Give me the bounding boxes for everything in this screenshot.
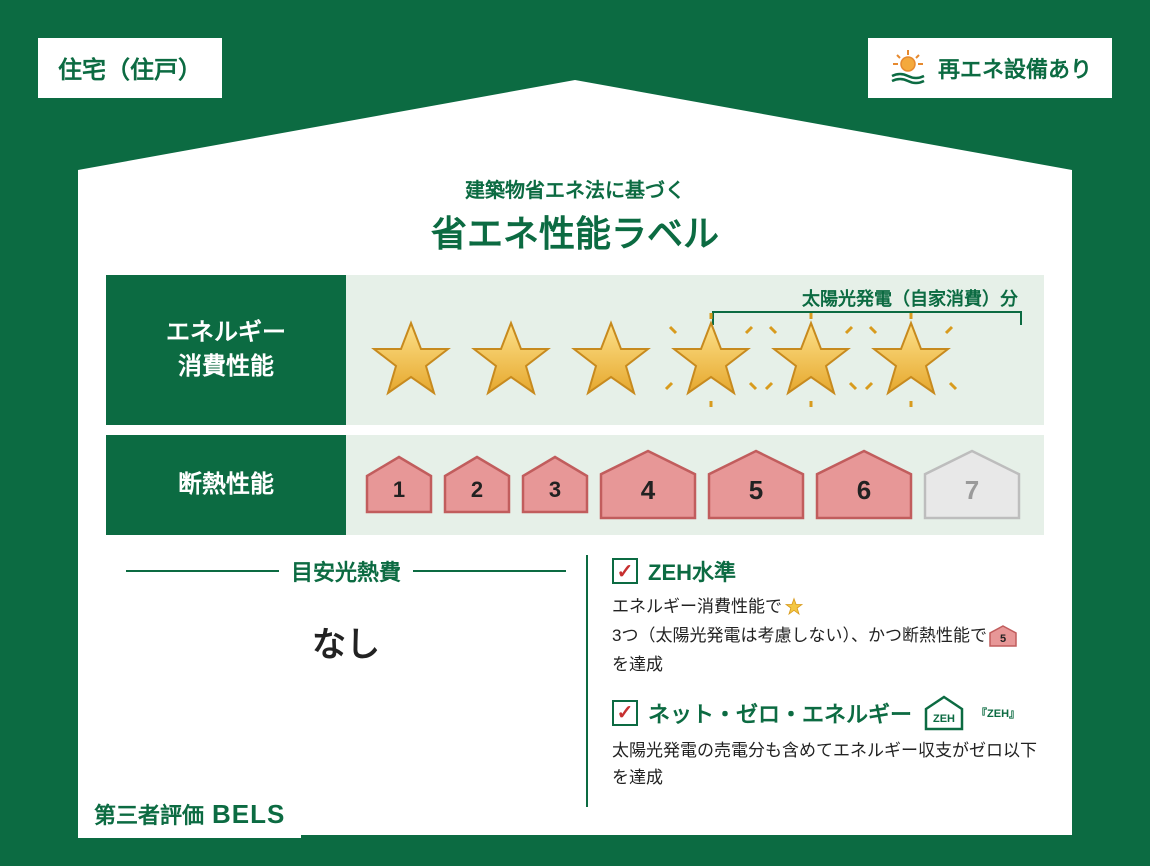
zeh-check-item: ✓ ZEH水準 エネルギー消費性能で 3つ（太陽光発電は考慮しない）、かつ断熱性… [612,555,1044,679]
insulation-level-badge: 5 [706,449,806,521]
netzero-title: ネット・ゼロ・エネルギー [648,697,912,729]
zeh-description: エネルギー消費性能で 3つ（太陽光発電は考慮しない）、かつ断熱性能で 5 を達成 [612,593,1044,679]
energy-stars-area: 太陽光発電（自家消費）分 [346,275,1044,425]
zeh-checkbox: ✓ [612,558,638,584]
inline-star-icon [784,597,804,617]
inline-house-badge-icon: 5 [989,625,1017,647]
housing-type-badge: 住宅（住戸） [38,38,222,98]
insulation-level-badge: 1 [364,455,434,515]
zeh-title: ZEH水準 [648,555,736,587]
renewable-badge-text: 再エネ設備あり [938,52,1092,84]
star-sparkle-icon [764,313,858,407]
insulation-level-badge: 7 [922,449,1022,521]
star-sparkle-icon [864,313,958,407]
svg-text:ZEH: ZEH [933,713,955,725]
zeh-house-icon: ZEH [922,695,966,731]
insulation-badges-area: 1234567 [346,435,1044,535]
checks-column: ✓ ZEH水準 エネルギー消費性能で 3つ（太陽光発電は考慮しない）、かつ断熱性… [586,555,1044,807]
svg-text:5: 5 [1000,633,1006,645]
star-icon [564,313,658,407]
cost-value: なし [126,617,566,666]
subtitle: 建築物省エネ法に基づく [106,174,1044,203]
evaluation-date: 評価日 2024 年◯月◯日 [835,798,1072,830]
netzero-description: 太陽光発電の売電分も含めてエネルギー収支がゼロ以下を達成 [612,737,1044,791]
zeh-sub-label: 『ZEH』 [976,705,1020,721]
netzero-check-item: ✓ ネット・ゼロ・エネルギー ZEH 『ZEH』 太陽光発電の売電分も含めてエネ… [612,695,1044,791]
insulation-row: 断熱性能 1234567 [106,435,1044,535]
insulation-row-label: 断熱性能 [106,435,346,535]
star-icon [464,313,558,407]
insulation-level-badge: 2 [442,455,512,515]
insulation-level-badge: 4 [598,449,698,521]
insulation-level-badge: 6 [814,449,914,521]
energy-performance-row: エネルギー消費性能 太陽光発電（自家消費）分 [106,275,1044,425]
cost-title: 目安光熱費 [291,555,401,587]
energy-row-label: エネルギー消費性能 [106,275,346,425]
star-sparkle-icon [664,313,758,407]
netzero-checkbox: ✓ [612,700,638,726]
solar-label: 太陽光発電（自家消費）分 [802,285,1018,311]
main-title: 省エネ性能ラベル [106,205,1044,257]
cost-column: 目安光熱費 なし [106,555,586,807]
star-icon [364,313,458,407]
insulation-level-badge: 3 [520,455,590,515]
label-card: 建築物省エネ法に基づく 省エネ性能ラベル エネルギー消費性能 太陽光発電（自家消… [78,80,1072,835]
sun-icon [888,48,928,88]
renewable-badge: 再エネ設備あり [868,38,1112,98]
third-party-eval-badge: 第三者評価 BELS [78,790,301,838]
